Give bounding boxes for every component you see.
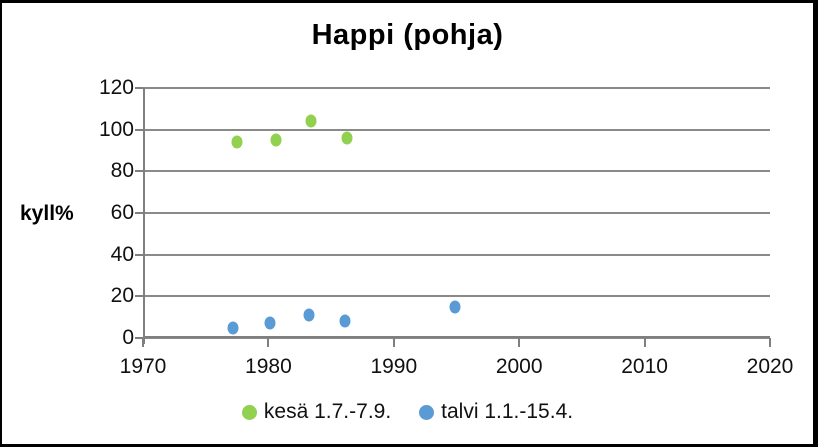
data-point-kesa (231, 135, 243, 149)
legend-label-talvi: talvi 1.1.-15.4. (441, 400, 574, 423)
x-tick-mark (392, 338, 395, 347)
y-tick-mark (135, 87, 143, 89)
y-axis-title: kyll% (20, 202, 74, 225)
data-point-talvi (264, 316, 276, 330)
y-tick-label: 80 (110, 159, 134, 183)
y-tick-mark (135, 295, 143, 298)
plot-area (135, 87, 771, 347)
y-tick-label: 120 (98, 76, 134, 99)
data-point-talvi (303, 308, 315, 322)
gridline-y-120 (143, 87, 770, 89)
data-point-talvi (227, 321, 239, 335)
legend: kesä 1.7.-7.9. talvi 1.1.-15.4. (2, 400, 813, 424)
y-tick-mark (135, 170, 143, 173)
y-tick-label: 0 (122, 326, 134, 349)
x-tick-label: 1970 (119, 355, 167, 378)
y-tick-mark (135, 128, 143, 131)
x-tick-label: 2020 (746, 355, 794, 378)
x-tick-mark (518, 338, 521, 347)
x-tick-label: 2000 (495, 355, 543, 378)
y-axis-line (143, 88, 145, 344)
gridline-y-20 (143, 295, 770, 298)
kesa-series-marker-icon (241, 404, 257, 420)
x-axis-line (143, 336, 770, 338)
y-tick-label: 40 (110, 242, 134, 266)
data-point-kesa (270, 133, 282, 147)
data-point-talvi (339, 314, 351, 328)
x-tick-mark (769, 338, 771, 347)
data-point-kesa (341, 131, 353, 145)
x-tick-label: 2010 (621, 355, 668, 378)
data-point-kesa (305, 114, 317, 128)
y-tick-mark (135, 212, 143, 214)
gridline-y-40 (143, 253, 770, 256)
gridline-y-60 (143, 212, 770, 214)
y-tick-label: 60 (110, 201, 134, 224)
y-tick-mark (135, 253, 143, 256)
legend-item-talvi: talvi 1.1.-15.4. (419, 400, 573, 424)
y-tick-mark (135, 337, 143, 339)
x-tick-mark (643, 338, 646, 347)
talvi-series-marker-icon (419, 404, 435, 420)
chart-title: Happi (pohja) (311, 19, 504, 51)
legend-item-kesa: kesä 1.7.-7.9. (241, 400, 392, 424)
data-point-talvi (449, 300, 461, 314)
gridline-y-100 (143, 128, 770, 131)
gridline-y-0 (143, 337, 770, 339)
y-tick-label: 20 (110, 284, 134, 308)
x-tick-label: 1990 (370, 355, 418, 378)
gridline-y-80 (143, 170, 770, 173)
legend-label-kesa: kesä 1.7.-7.9. (263, 400, 392, 423)
x-tick-mark (267, 338, 270, 347)
y-tick-label: 100 (98, 117, 134, 141)
x-tick-label: 1980 (245, 355, 292, 378)
